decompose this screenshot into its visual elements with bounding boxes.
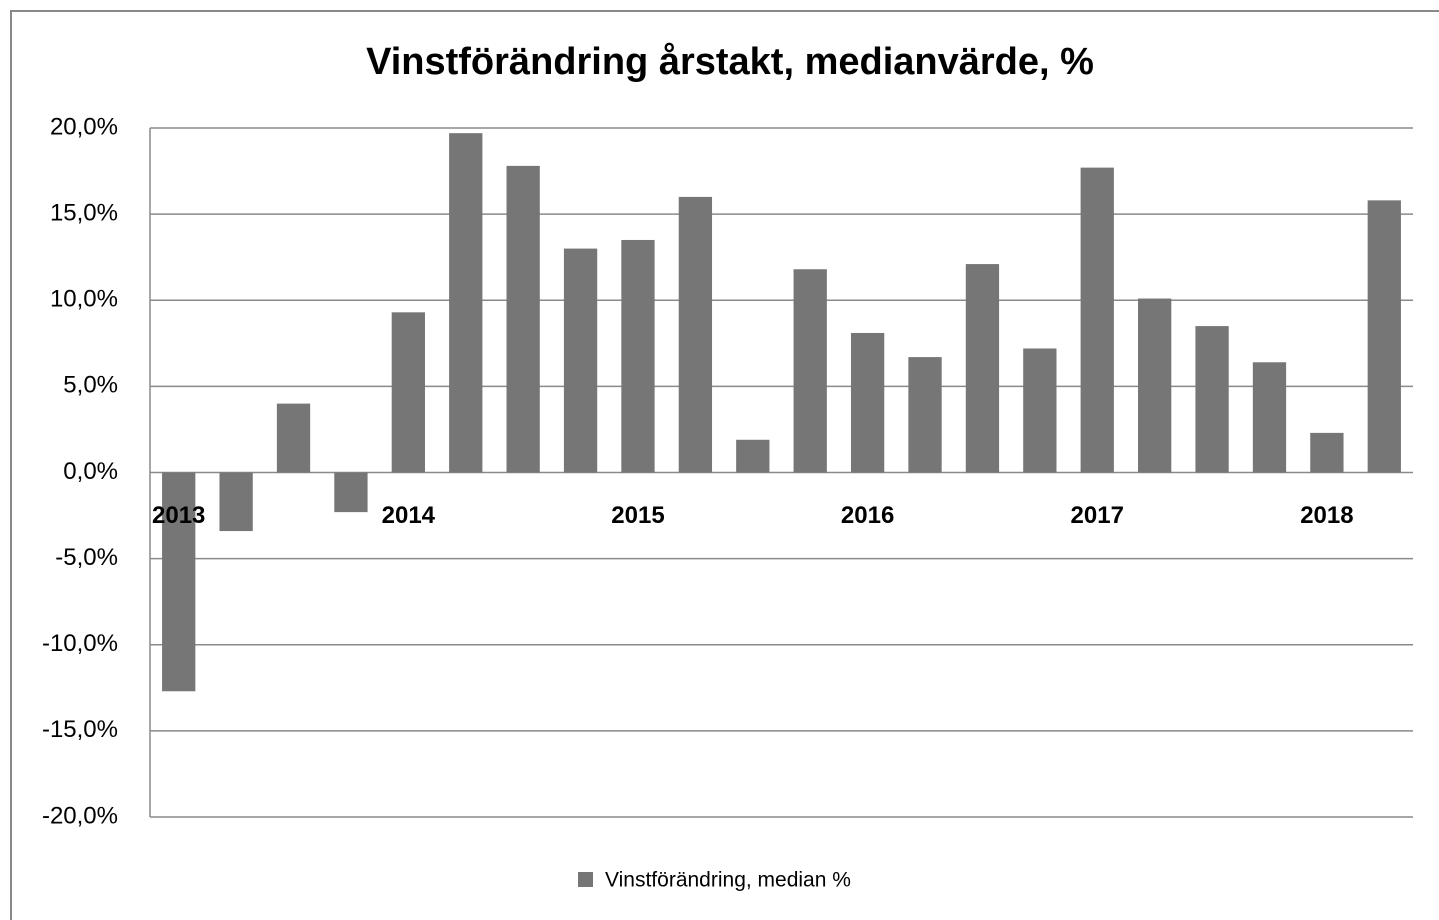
bar [1195,326,1229,473]
y-tick-label: -15,0% [42,716,118,743]
y-tick-label: 20,0% [50,113,118,140]
bar [219,472,253,532]
bar [334,472,368,513]
x-tick-label: 2014 [382,502,436,529]
y-tick-label: 5,0% [63,372,118,399]
x-tick-label: 2016 [841,502,894,529]
bar [162,472,196,692]
y-tick-label: 10,0% [50,286,118,313]
bar [391,312,425,473]
x-tick-label: 2018 [1300,502,1353,529]
bar [1138,298,1172,473]
bar [276,403,311,473]
y-tick-label: -20,0% [42,802,118,829]
bar [678,196,713,473]
x-tick-label: 2017 [1071,502,1124,529]
x-tick-label: 2015 [611,502,664,529]
bar [793,269,827,473]
bar [621,239,655,473]
chart-frame [10,10,1439,920]
y-tick-label: -5,0% [55,544,118,571]
chart-title: Vinstförändring årstakt, medianvärde, % [366,41,1094,83]
bar [506,165,540,473]
bar [1252,362,1287,473]
y-tick-label: -10,0% [42,630,118,657]
bar [1023,348,1057,473]
y-tick-label: 0,0% [63,458,118,485]
bar [563,248,598,473]
bar [965,264,1000,473]
x-tick-label: 2013 [152,502,205,529]
bar [736,439,770,473]
bar [1310,432,1344,473]
y-tick-label: 15,0% [50,199,118,226]
bar [850,332,885,473]
bar [1367,200,1401,473]
bar [449,133,483,473]
legend-swatch [578,872,593,887]
bar [908,357,942,473]
bar [1080,167,1114,473]
legend-label: Vinstförändring, median % [605,869,851,892]
